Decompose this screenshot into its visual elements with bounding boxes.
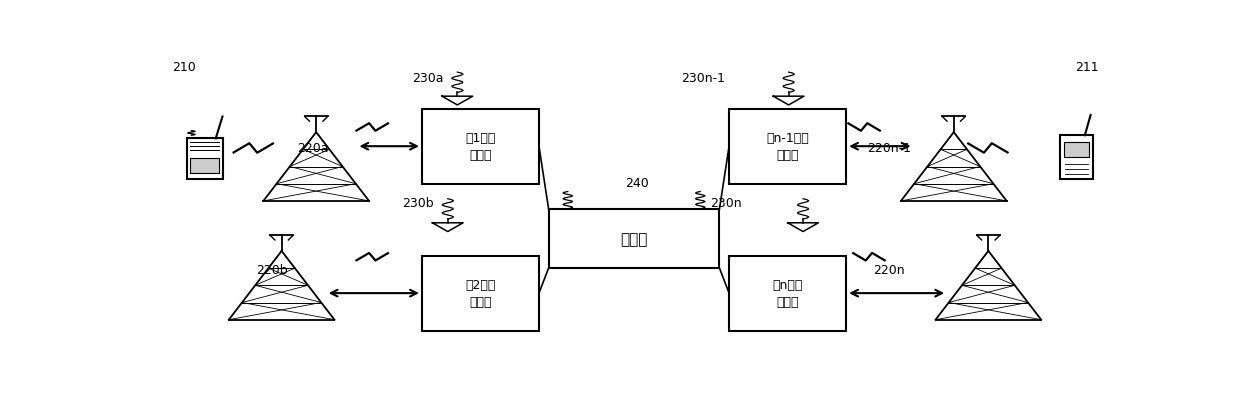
Text: 230n: 230n	[710, 196, 741, 209]
Text: 210: 210	[172, 60, 196, 73]
Bar	[729, 256, 846, 331]
Text: 230b: 230b	[403, 196, 434, 209]
Bar	[191, 158, 219, 174]
Bar	[1061, 136, 1093, 179]
Text: 240: 240	[626, 177, 649, 190]
Bar	[421, 109, 539, 184]
Polygon shape	[432, 223, 463, 232]
Text: 第n-1基站
控制器: 第n-1基站 控制器	[766, 132, 809, 162]
Text: 交换局: 交换局	[621, 231, 648, 246]
Text: 220n-1: 220n-1	[867, 141, 912, 154]
Text: 211: 211	[1074, 60, 1099, 73]
Polygon shape	[788, 223, 819, 232]
Bar	[1064, 143, 1089, 158]
Bar	[187, 139, 223, 179]
Text: 220n: 220n	[873, 263, 904, 276]
Text: 220a: 220a	[297, 141, 328, 154]
Polygon shape	[442, 97, 473, 106]
Text: 第2基站
控制器: 第2基站 控制器	[465, 279, 496, 308]
Text: 220b: 220b	[255, 263, 287, 276]
Bar	[549, 209, 720, 269]
Text: 第1基站
控制器: 第1基站 控制器	[465, 132, 496, 162]
Polygon shape	[773, 97, 804, 106]
Text: 230n-1: 230n-1	[681, 71, 725, 84]
Text: 230a: 230a	[413, 71, 444, 84]
Text: 第n基站
控制器: 第n基站 控制器	[772, 279, 803, 308]
Bar	[729, 109, 846, 184]
Bar	[421, 256, 539, 331]
